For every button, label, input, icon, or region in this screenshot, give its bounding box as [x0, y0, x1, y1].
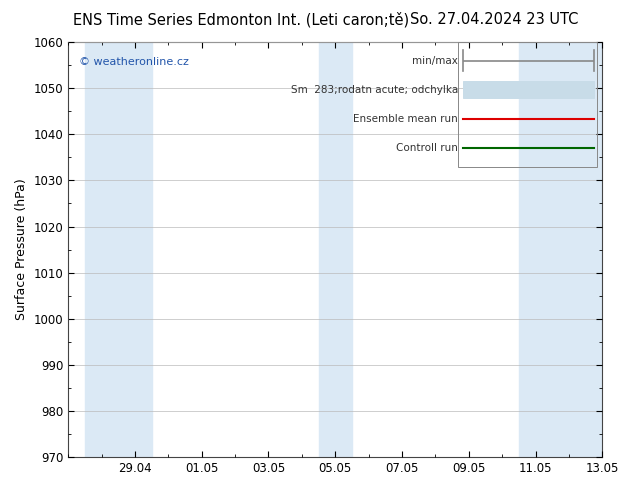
Text: Controll run: Controll run — [396, 143, 458, 153]
Text: © weatheronline.cz: © weatheronline.cz — [79, 56, 189, 67]
Bar — [85, 42, 152, 457]
Text: Ensemble mean run: Ensemble mean run — [353, 114, 458, 124]
Text: Sm  283;rodatn acute; odchylka: Sm 283;rodatn acute; odchylka — [291, 85, 458, 95]
Text: So. 27.04.2024 23 UTC: So. 27.04.2024 23 UTC — [410, 12, 579, 27]
Y-axis label: Surface Pressure (hPa): Surface Pressure (hPa) — [15, 179, 28, 320]
Bar — [519, 42, 602, 457]
Bar — [463, 81, 594, 98]
Text: min/max: min/max — [412, 56, 458, 66]
Bar — [318, 42, 352, 457]
Bar — [458, 42, 597, 167]
Text: ENS Time Series Edmonton Int. (Leti caron;tě): ENS Time Series Edmonton Int. (Leti caro… — [73, 12, 409, 28]
